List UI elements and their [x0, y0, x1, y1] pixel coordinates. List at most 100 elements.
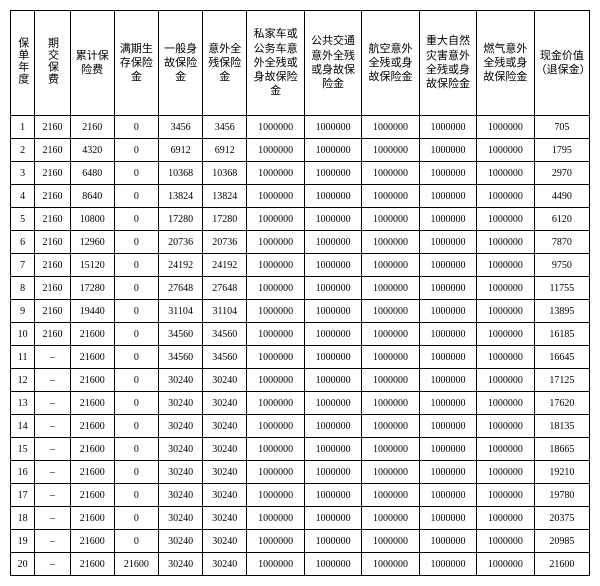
- table-row: 15–2160003024030240100000010000001000000…: [11, 438, 590, 461]
- table-cell: 2160: [70, 116, 114, 139]
- table-cell: 4490: [534, 185, 589, 208]
- table-cell: 2160: [35, 254, 70, 277]
- table-cell: 1000000: [477, 323, 534, 346]
- table-cell: 2160: [35, 208, 70, 231]
- table-cell: 15120: [70, 254, 114, 277]
- table-cell: 6480: [70, 162, 114, 185]
- table-cell: 1000000: [477, 392, 534, 415]
- table-cell: 17280: [70, 277, 114, 300]
- table-cell: 21600: [70, 392, 114, 415]
- col-header: 公共交通意外全残或身故保险金: [304, 11, 361, 116]
- table-cell: 1000000: [304, 369, 361, 392]
- table-row: 5216010800017280172801000000100000010000…: [11, 208, 590, 231]
- table-cell: 21600: [70, 438, 114, 461]
- table-cell: 1000000: [477, 185, 534, 208]
- table-body: 1216021600345634561000000100000010000001…: [11, 116, 590, 576]
- table-cell: 1000000: [477, 346, 534, 369]
- table-cell: 21600: [114, 553, 158, 576]
- table-cell: –: [35, 415, 70, 438]
- table-cell: 30240: [203, 484, 247, 507]
- table-cell: 1000000: [419, 507, 476, 530]
- table-cell: 1000000: [247, 461, 304, 484]
- table-cell: 1000000: [419, 208, 476, 231]
- table-row: 14–2160003024030240100000010000001000000…: [11, 415, 590, 438]
- table-cell: 0: [114, 507, 158, 530]
- table-cell: 14: [11, 415, 35, 438]
- table-cell: 1000000: [304, 162, 361, 185]
- table-cell: 1000000: [477, 116, 534, 139]
- table-cell: 17280: [159, 208, 203, 231]
- table-cell: 1000000: [247, 139, 304, 162]
- table-cell: 27648: [203, 277, 247, 300]
- table-cell: 30240: [159, 553, 203, 576]
- table-cell: 0: [114, 461, 158, 484]
- table-cell: 0: [114, 323, 158, 346]
- table-cell: 1000000: [419, 277, 476, 300]
- table-cell: 1000000: [304, 461, 361, 484]
- table-cell: 705: [534, 116, 589, 139]
- table-cell: 30240: [203, 553, 247, 576]
- table-cell: –: [35, 484, 70, 507]
- table-cell: 13824: [203, 185, 247, 208]
- table-cell: 1000000: [362, 530, 419, 553]
- table-cell: 1000000: [304, 323, 361, 346]
- table-cell: 34560: [159, 346, 203, 369]
- table-cell: 21600: [70, 369, 114, 392]
- table-cell: 1000000: [362, 162, 419, 185]
- table-cell: 1795: [534, 139, 589, 162]
- table-cell: 1000000: [247, 185, 304, 208]
- table-cell: 8: [11, 277, 35, 300]
- table-cell: 1000000: [477, 231, 534, 254]
- table-cell: 1000000: [477, 507, 534, 530]
- table-cell: 8640: [70, 185, 114, 208]
- table-cell: –: [35, 392, 70, 415]
- table-cell: –: [35, 553, 70, 576]
- table-cell: 0: [114, 300, 158, 323]
- table-cell: 18665: [534, 438, 589, 461]
- col-header: 累计保险费: [70, 11, 114, 116]
- table-cell: 1000000: [362, 346, 419, 369]
- table-cell: 1: [11, 116, 35, 139]
- table-cell: 0: [114, 162, 158, 185]
- table-cell: –: [35, 507, 70, 530]
- table-cell: 2160: [35, 162, 70, 185]
- table-cell: 1000000: [247, 254, 304, 277]
- table-cell: 1000000: [247, 530, 304, 553]
- table-cell: 1000000: [419, 231, 476, 254]
- table-cell: 21600: [70, 323, 114, 346]
- table-row: 12–2160003024030240100000010000001000000…: [11, 369, 590, 392]
- table-cell: 30240: [159, 392, 203, 415]
- table-cell: 2160: [35, 185, 70, 208]
- table-cell: 30240: [203, 392, 247, 415]
- table-cell: 24192: [159, 254, 203, 277]
- table-cell: 1000000: [247, 277, 304, 300]
- table-cell: 21600: [534, 553, 589, 576]
- table-cell: 24192: [203, 254, 247, 277]
- table-cell: –: [35, 346, 70, 369]
- table-cell: 1000000: [304, 484, 361, 507]
- table-cell: 1000000: [477, 530, 534, 553]
- table-cell: 1000000: [304, 507, 361, 530]
- table-cell: 1000000: [419, 392, 476, 415]
- col-header: 一般身故保险金: [159, 11, 203, 116]
- table-cell: 1000000: [419, 461, 476, 484]
- table-cell: 15: [11, 438, 35, 461]
- table-cell: 1000000: [362, 461, 419, 484]
- table-cell: 0: [114, 484, 158, 507]
- table-cell: 20985: [534, 530, 589, 553]
- table-cell: 34560: [203, 323, 247, 346]
- table-cell: 1000000: [419, 415, 476, 438]
- table-cell: 1000000: [362, 277, 419, 300]
- col-header: 现金价值（退保金）: [534, 11, 589, 116]
- table-cell: 10368: [159, 162, 203, 185]
- table-cell: 18: [11, 507, 35, 530]
- table-cell: 1000000: [247, 300, 304, 323]
- table-cell: 1000000: [304, 139, 361, 162]
- table-cell: 10: [11, 323, 35, 346]
- table-cell: 17620: [534, 392, 589, 415]
- table-cell: 21600: [70, 553, 114, 576]
- table-row: 13–2160003024030240100000010000001000000…: [11, 392, 590, 415]
- table-cell: 0: [114, 346, 158, 369]
- table-cell: 1000000: [419, 323, 476, 346]
- table-cell: 1000000: [304, 277, 361, 300]
